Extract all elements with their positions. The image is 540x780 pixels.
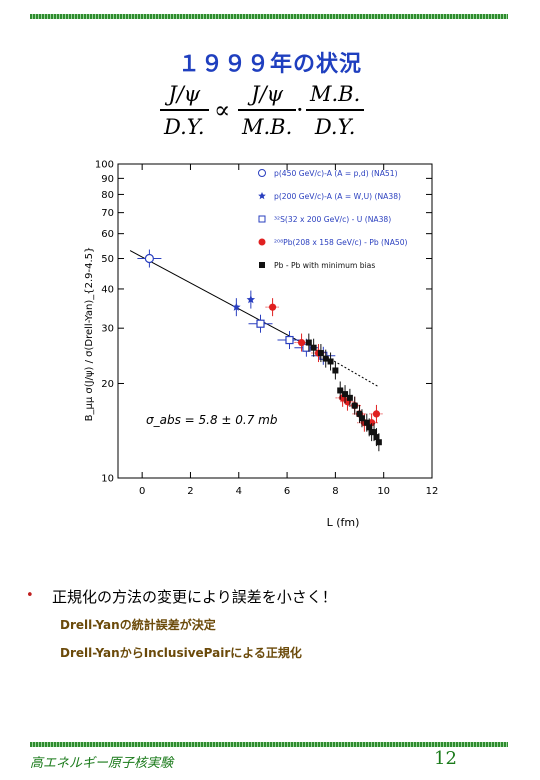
x-tick-label: 6 (284, 486, 290, 497)
data-point (356, 410, 363, 417)
data-point (322, 355, 329, 362)
formula: J/ψ D.Y. ∝ J/ψ M.B. · M.B. D.Y. (0, 82, 540, 152)
plot-frame (117, 163, 433, 479)
legend-label: p(450 GeV/c)-A (A = p,d) (NA51) (274, 169, 398, 178)
legend-marker (258, 238, 266, 246)
x-tick-label: 4 (236, 486, 242, 497)
bullet-marker: • (26, 588, 34, 603)
y-axis-label-group: B_μμ σ(J/ψ) / σ(Drell-Yan)_{2.9-4.5} (84, 247, 95, 422)
data-point (268, 303, 277, 311)
data-point (317, 350, 324, 357)
proportional-symbol: ∝ (214, 96, 231, 124)
data-point (371, 429, 378, 436)
footer-title: 高エネルギー原子核実験 (30, 756, 174, 771)
chart-container: B_μμ σ(J/ψ) / σ(Drell-Yan)_{2.9-4.5} L (… (80, 158, 450, 530)
f2-numerator: M.B. (310, 82, 361, 106)
x-tick-label: 8 (332, 486, 338, 497)
data-point (375, 439, 382, 446)
data-point (332, 367, 339, 374)
legend-marker (258, 192, 266, 200)
bullet-text: 正規化の方法の変更により誤差を小さく！ (52, 588, 337, 606)
data-point (358, 415, 365, 422)
f1-denominator: M.B. (242, 114, 293, 139)
data-point (256, 319, 265, 328)
dot-symbol: · (296, 96, 304, 124)
data-point (305, 339, 312, 346)
f1-numerator: J/ψ (251, 82, 284, 106)
data-point (144, 253, 155, 264)
fit-line-solid (129, 250, 307, 346)
data-point (246, 295, 256, 304)
data-point (327, 358, 334, 365)
sub-item-1: Drell-Yanの統計誤差が決定 (60, 618, 216, 632)
bottom-decorative-bar (30, 742, 508, 747)
data-point (297, 338, 306, 347)
legend-label: p(200 GeV/c)-A (A = W,U) (NA38) (274, 192, 401, 201)
data-point (337, 387, 344, 394)
fraction-1: J/ψ M.B. (238, 82, 297, 139)
data-point (366, 424, 373, 431)
data-point (351, 402, 358, 409)
y-tick-label: 80 (101, 190, 114, 201)
x-tick-label: 10 (377, 486, 390, 497)
legend-marker (258, 215, 266, 223)
legend-label: ³²S(32 x 200 GeV/c) - U (NA38) (274, 215, 391, 224)
plot-area: 0 2 4 6 8 10 12 10 20 30 40 50 60 70 80 90 100 p(450 GeV/… (95, 160, 438, 498)
f2-denominator: D.Y. (314, 114, 356, 139)
x-tick-label: 0 (139, 486, 145, 497)
data-point (342, 391, 349, 398)
lhs-denominator: D.Y. (164, 114, 205, 139)
y-tick-label: 10 (101, 474, 114, 485)
data-point (310, 344, 317, 351)
y-axis-label: B_μμ σ(J/ψ) / σ(Drell-Yan)_{2.9-4.5} (84, 247, 95, 422)
legend-label: ²⁰⁸Pb(208 x 158 GeV/c) - Pb (NA50) (274, 238, 408, 247)
data-point (373, 434, 380, 441)
y-tick-label: 50 (101, 254, 114, 265)
y-tick-label: 90 (101, 174, 114, 185)
y-tick-label: 40 (101, 284, 114, 295)
lhs-numerator: J/ψ (168, 82, 201, 106)
x-axis-label: L (fm) (327, 516, 360, 529)
data-point (363, 419, 370, 426)
y-tick-label: 100 (95, 160, 114, 171)
sub-item-2: Drell-YanからInclusivePairによる正規化 (60, 646, 302, 660)
x-tick-label: 2 (187, 486, 193, 497)
chart-svg: B_μμ σ(J/ψ) / σ(Drell-Yan)_{2.9-4.5} L (… (84, 160, 438, 530)
y-tick-label: 70 (101, 208, 114, 219)
legend-marker (258, 169, 266, 177)
page-number: 12 (434, 748, 457, 769)
slide-title: １９９９年の状況 (177, 52, 362, 77)
fraction-2: M.B. D.Y. (306, 82, 365, 139)
legend-marker (259, 262, 265, 268)
y-tick-label: 60 (101, 229, 114, 240)
data-point (372, 410, 381, 418)
legend-label: Pb - Pb with minimum bias (274, 261, 375, 270)
data-point (285, 335, 294, 345)
x-tick-label: 12 (426, 486, 439, 497)
chart-annotation: σ_abs = 5.8 ± 0.7 mb (146, 413, 278, 427)
data-point (232, 302, 241, 311)
y-tick-label: 30 (101, 324, 114, 335)
fraction-lhs: J/ψ D.Y. (160, 82, 209, 139)
top-decorative-bar (30, 14, 508, 19)
data-point (346, 394, 353, 401)
y-tick-label: 20 (101, 379, 114, 390)
